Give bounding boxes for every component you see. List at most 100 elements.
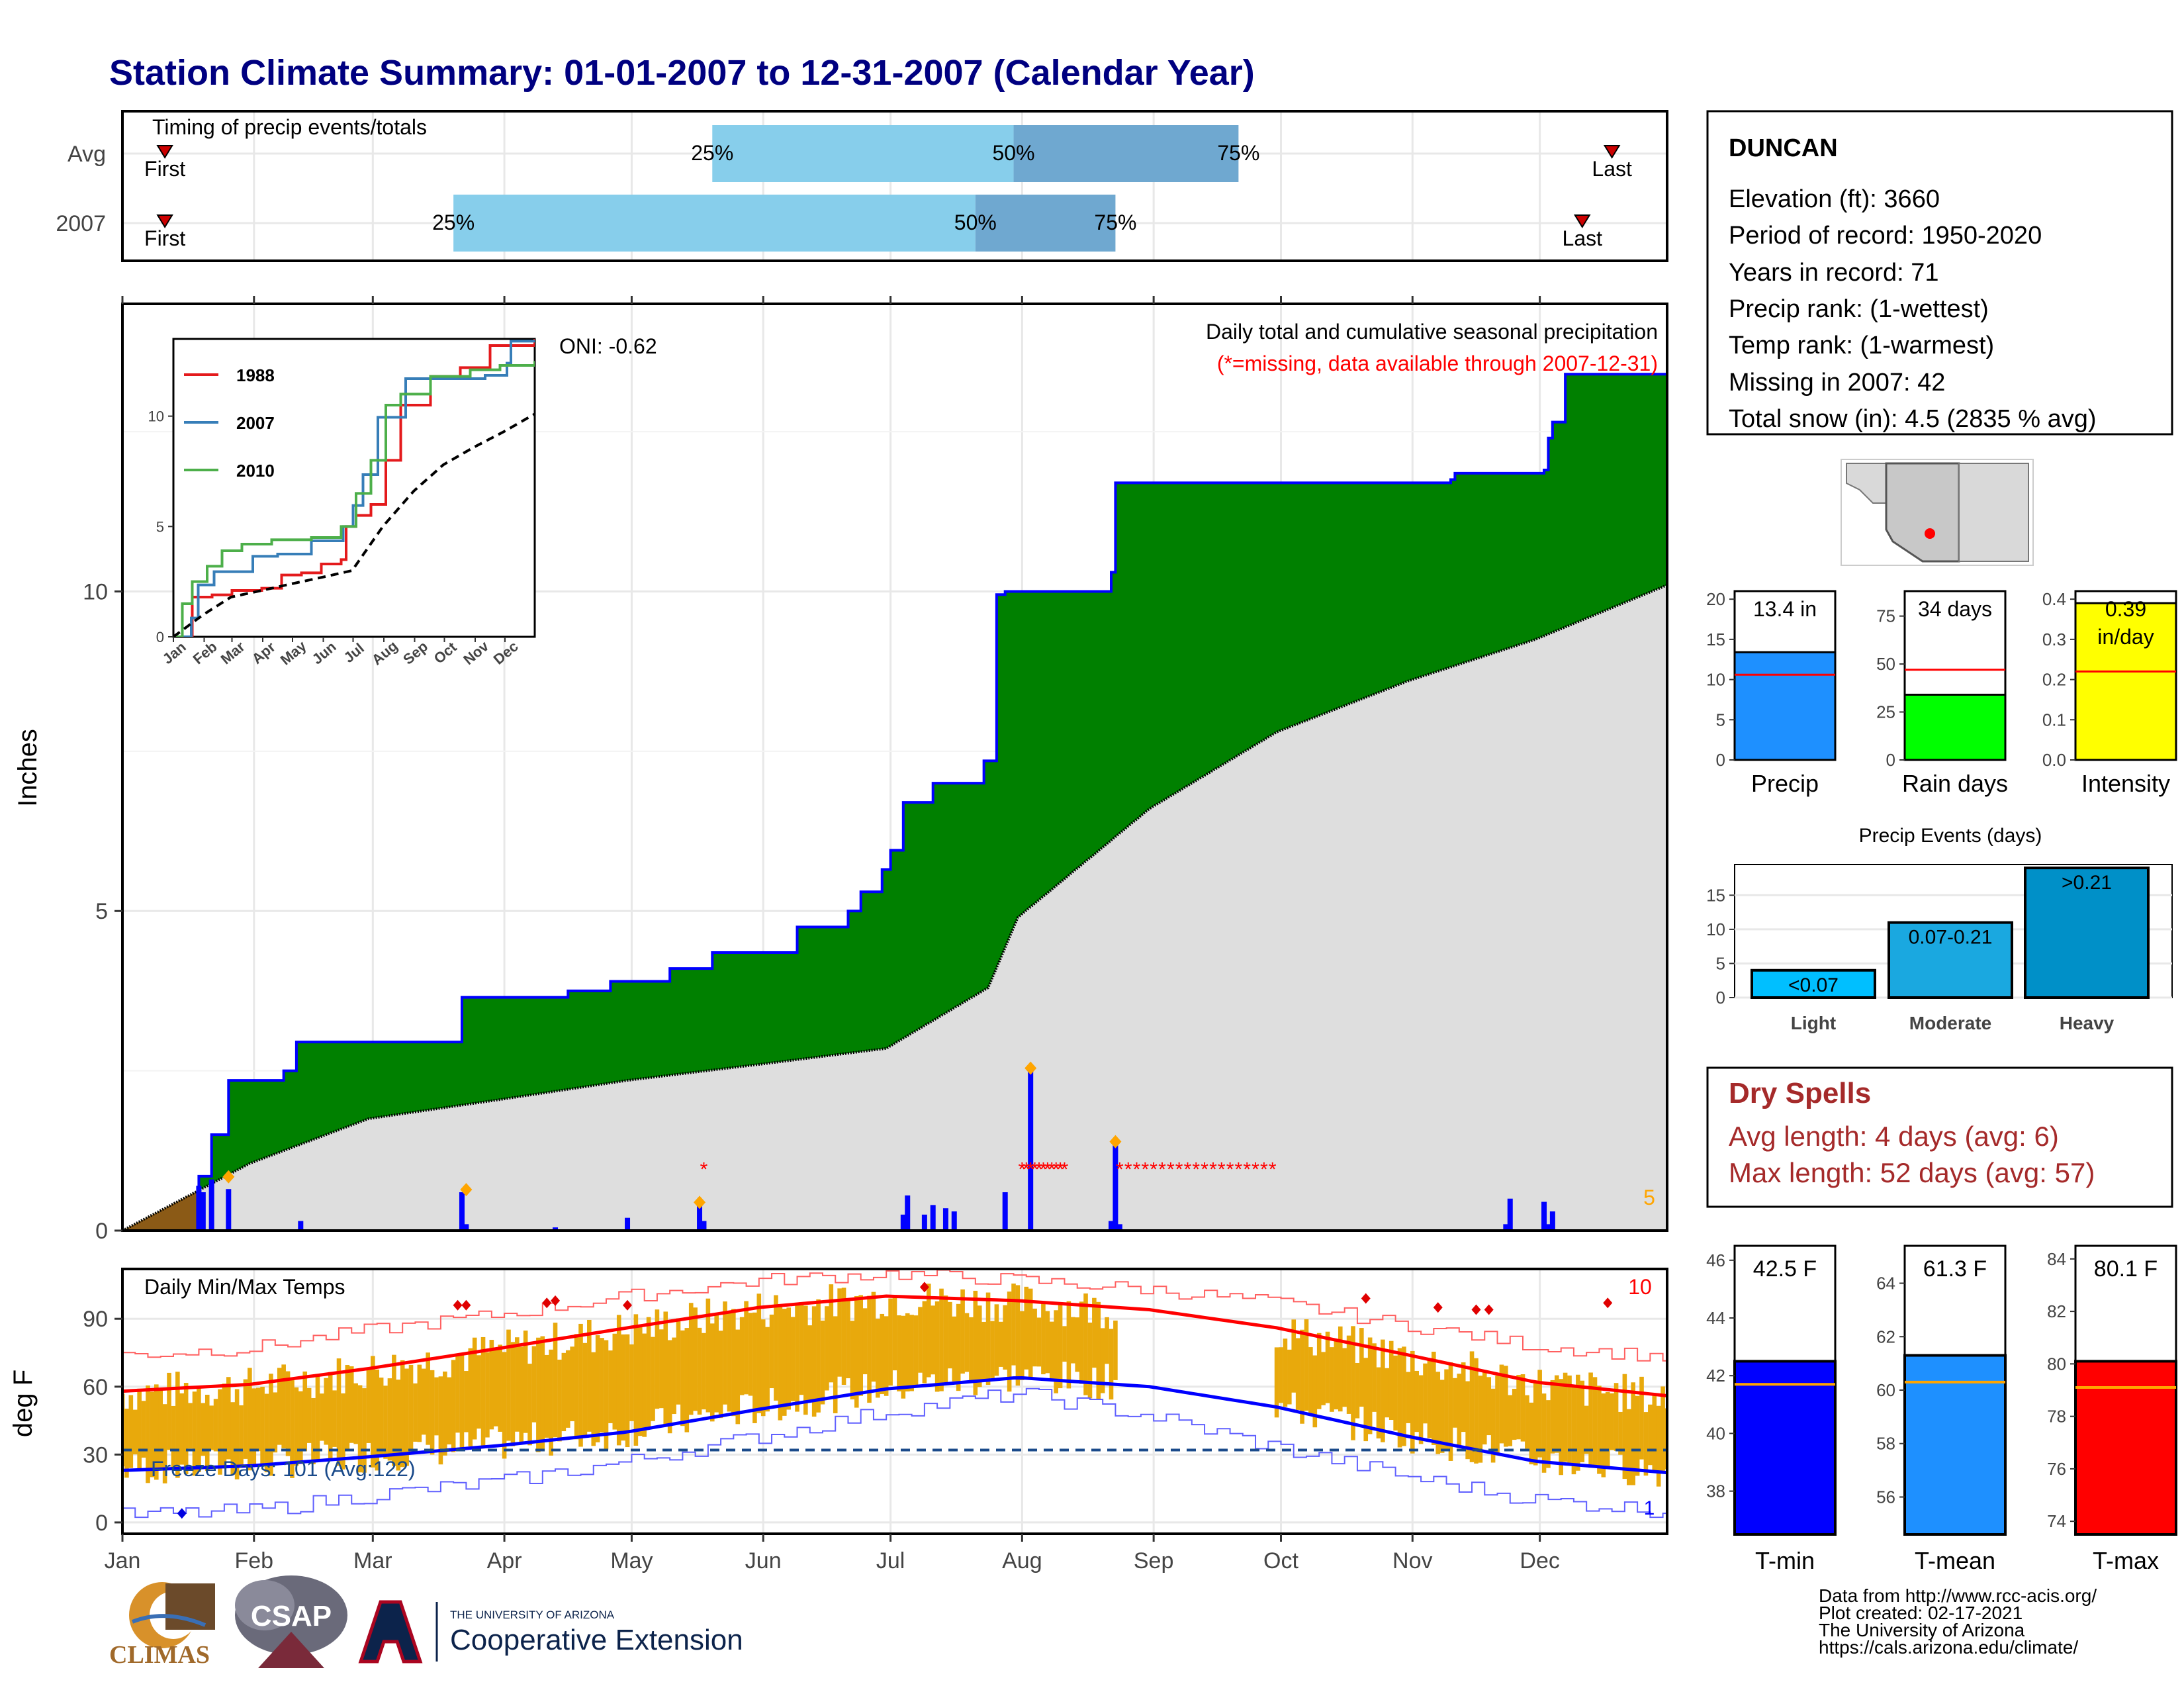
daily-temp-bar xyxy=(1478,1376,1483,1463)
daily-temp-bar xyxy=(1427,1359,1432,1438)
precip-caption: Daily total and cumulative seasonal prec… xyxy=(1206,320,1658,344)
daily-temp-bar xyxy=(544,1354,549,1438)
intensity-value-line2: in/day xyxy=(2097,625,2154,649)
daily-temp-bar xyxy=(175,1372,180,1478)
daily-temp-bar xyxy=(1661,1386,1665,1471)
daily-temp-bar xyxy=(705,1298,711,1413)
daily-temp-bar xyxy=(1457,1374,1462,1448)
events-category-heavy: Heavy xyxy=(2060,1013,2115,1033)
events-y-tick-label: 10 xyxy=(1706,919,1725,939)
daily-temp-bar xyxy=(977,1305,982,1387)
daily-temp-bar xyxy=(353,1383,358,1444)
daily-temp-bar xyxy=(1618,1411,1623,1455)
daily-temp-bar xyxy=(519,1346,524,1444)
missing-day-marker: * xyxy=(1218,1158,1226,1180)
daily-temp-bar xyxy=(646,1317,651,1427)
daily-temp-bar xyxy=(684,1328,690,1432)
precip-bar xyxy=(1733,651,1837,761)
average-tmax-line xyxy=(122,1294,1667,1397)
events-bar-label-light: <0.07 xyxy=(1788,974,1839,996)
daily-temp-bar xyxy=(243,1379,248,1459)
csap-logo-text: CSAP xyxy=(251,1600,332,1632)
timing-label-2007-first: First xyxy=(144,226,185,250)
missing-day-marker: * xyxy=(1184,1158,1192,1180)
daily-temp-bar xyxy=(782,1309,787,1416)
daily-precip-bar xyxy=(697,1205,703,1231)
timing-bar-avg-q25-q50 xyxy=(712,125,1014,182)
rain-days-y-tick-label: 50 xyxy=(1876,654,1895,674)
daily-temp-bar xyxy=(1028,1288,1033,1380)
daily-temp-bar xyxy=(311,1397,316,1465)
footer-line-university: The University of Arizona xyxy=(1819,1620,2025,1640)
daily-temp-bar xyxy=(565,1350,570,1428)
precip-panel: * *********** * * * * * * * * * * * * * * * * * * * 0 5 10 Inc… xyxy=(13,296,1668,1244)
events-bars: 0 5 10 15 <0.07 Light 0.07-0.21 Moderate >0.21 He… xyxy=(1706,864,2173,1033)
daily-temp-bar xyxy=(672,1337,676,1415)
daily-temp-bar xyxy=(846,1298,850,1379)
daily-temp-bar xyxy=(680,1330,685,1427)
missing-day-marker: * xyxy=(700,1158,708,1180)
daily-temp-bar xyxy=(1304,1319,1309,1411)
t-min-y-tick-label: 42 xyxy=(1706,1366,1725,1385)
daily-temp-bar xyxy=(892,1297,897,1371)
events-y-tick-label: 5 xyxy=(1716,953,1725,973)
daily-temp-bar xyxy=(1402,1346,1406,1446)
t-max-y-tick-label: 76 xyxy=(2047,1459,2066,1479)
missing-day-marker: * xyxy=(1175,1158,1183,1180)
daily-precip-bar xyxy=(1549,1211,1555,1231)
rain-days-y-tick-label: 25 xyxy=(1876,702,1895,722)
daily-temp-bar xyxy=(1444,1369,1449,1451)
daily-temp-bar xyxy=(230,1402,236,1475)
inset-x-tick-label: Jul xyxy=(340,639,367,666)
daily-temp-bar xyxy=(540,1336,545,1452)
temp-series xyxy=(122,1269,1667,1519)
daily-temp-bar xyxy=(302,1371,308,1452)
timing-bar-avg-q50-q75 xyxy=(1013,125,1239,182)
daily-temp-bar xyxy=(1036,1317,1042,1367)
daily-temp-bar xyxy=(931,1305,936,1375)
snow-marker xyxy=(1109,1135,1122,1149)
t-max-y-tick-label: 80 xyxy=(2047,1354,2066,1374)
missing-day-marker: * xyxy=(1116,1158,1124,1180)
snow-marker xyxy=(222,1170,235,1184)
daily-temp-bar xyxy=(1283,1338,1288,1407)
t-mean-y-tick-label: 56 xyxy=(1876,1487,1895,1507)
timing-label-2007-q50: 50% xyxy=(954,211,997,234)
t-max-y-tick-label: 78 xyxy=(2047,1407,2066,1427)
inset-y-tick-label: 0 xyxy=(156,629,164,645)
intensity-value-line1: 0.39 xyxy=(2105,597,2146,621)
events-bar-heavy xyxy=(2024,867,2150,999)
climas-logo-text: CLIMAS xyxy=(109,1641,210,1669)
station-snow: Total snow (in): 4.5 (2835 % avg) xyxy=(1729,405,2097,433)
daily-temp-bar xyxy=(209,1405,214,1450)
precip-y-tick-label: 10 xyxy=(83,579,108,604)
snow-marker xyxy=(1024,1061,1037,1075)
rain-days-y-tick-label: 0 xyxy=(1886,750,1895,770)
daily-temp-bar xyxy=(124,1409,129,1478)
map-state-east xyxy=(1958,463,2029,562)
month-tick-label: Jan xyxy=(105,1548,141,1573)
daily-precip-bar xyxy=(226,1189,232,1231)
daily-temp-bar xyxy=(1605,1391,1610,1470)
daily-temp-bar xyxy=(553,1323,558,1438)
daily-precip-bar xyxy=(1028,1070,1034,1231)
timing-bar-2007-q25-q50 xyxy=(453,195,976,252)
daily-temp-bar xyxy=(1601,1393,1606,1477)
temp-title: Daily Min/Max Temps xyxy=(144,1275,345,1299)
missing-day-marker: * xyxy=(1133,1158,1141,1180)
missing-day-marker: * xyxy=(1019,1158,1026,1180)
daily-temp-bar xyxy=(811,1306,817,1417)
daily-precip-bar xyxy=(951,1211,957,1231)
daily-temp-bar xyxy=(264,1393,269,1473)
missing-day-marker: * xyxy=(1251,1158,1259,1180)
daily-temp-bar xyxy=(455,1355,460,1433)
daily-temp-bar xyxy=(536,1337,541,1452)
daily-temp-bar xyxy=(1287,1349,1292,1405)
daily-temp-bar xyxy=(464,1371,469,1432)
inset-frame xyxy=(172,338,536,638)
daily-temp-bar xyxy=(285,1371,291,1456)
daily-temp-bar xyxy=(1453,1378,1457,1428)
daily-temp-bar xyxy=(981,1321,986,1381)
record-high-marker xyxy=(1471,1304,1481,1315)
